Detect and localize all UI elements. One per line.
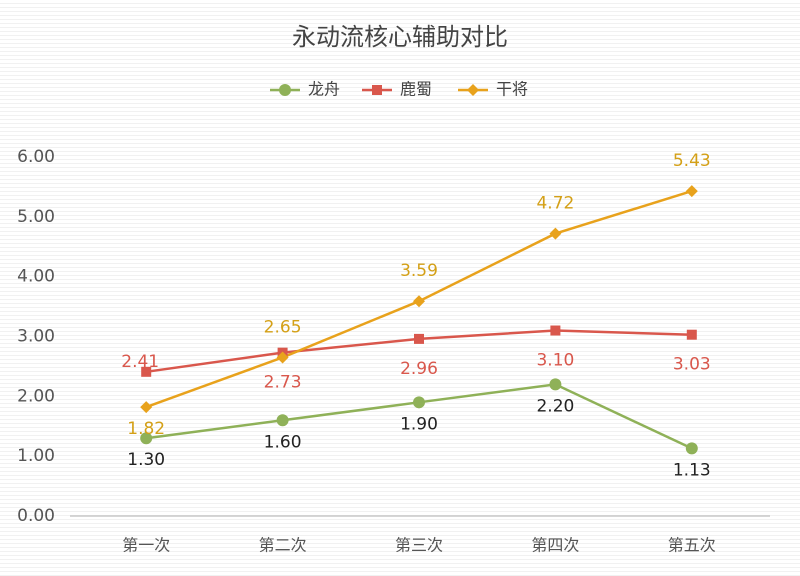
x-tick-label: 第四次 [531, 536, 579, 555]
data-label: 2.65 [264, 317, 302, 337]
x-tick-label: 第二次 [259, 536, 307, 555]
legend-label: 干将 [496, 80, 528, 99]
data-label: 3.03 [673, 355, 711, 375]
marker [141, 366, 152, 377]
marker [550, 325, 561, 336]
marker [276, 414, 289, 427]
data-label: 1.82 [127, 419, 165, 439]
marker [276, 351, 289, 364]
legend-label: 龙舟 [308, 80, 340, 99]
data-label: 4.72 [536, 194, 574, 214]
data-label: 1.30 [127, 450, 165, 470]
chart-title: 永动流核心辅助对比 [292, 23, 508, 51]
data-label: 2.96 [400, 359, 438, 379]
marker [549, 378, 562, 391]
x-tick-label: 第五次 [668, 536, 716, 555]
legend-marker [372, 85, 382, 95]
data-label: 3.10 [536, 351, 574, 371]
x-tick-label: 第三次 [395, 536, 443, 555]
data-label: 3.59 [400, 261, 438, 281]
data-label: 2.20 [536, 396, 574, 416]
y-tick-label: 4.00 [17, 267, 55, 287]
marker [685, 442, 698, 455]
y-tick-label: 5.00 [17, 207, 55, 227]
marker [413, 295, 425, 308]
data-label: 2.41 [121, 352, 159, 372]
marker [685, 185, 698, 198]
marker [140, 432, 153, 445]
x-tick-label: 第一次 [122, 536, 170, 555]
legend-marker [467, 84, 479, 96]
marker [686, 329, 697, 340]
data-label: 1.60 [264, 432, 302, 452]
y-tick-label: 3.00 [17, 327, 55, 347]
marker [414, 333, 424, 344]
y-tick-label: 6.00 [17, 147, 55, 167]
y-tick-label: 0.00 [17, 506, 55, 526]
marker [549, 227, 562, 240]
marker [413, 396, 425, 409]
data-label: 1.13 [673, 460, 711, 480]
data-label: 1.90 [400, 414, 438, 434]
legend-marker [279, 84, 291, 96]
legend-label: 鹿蜀 [400, 80, 432, 99]
data-label: 5.43 [673, 151, 711, 171]
y-tick-label: 1.00 [17, 446, 55, 466]
marker [140, 401, 153, 414]
data-label: 2.73 [264, 373, 302, 393]
y-tick-label: 2.00 [17, 386, 55, 406]
